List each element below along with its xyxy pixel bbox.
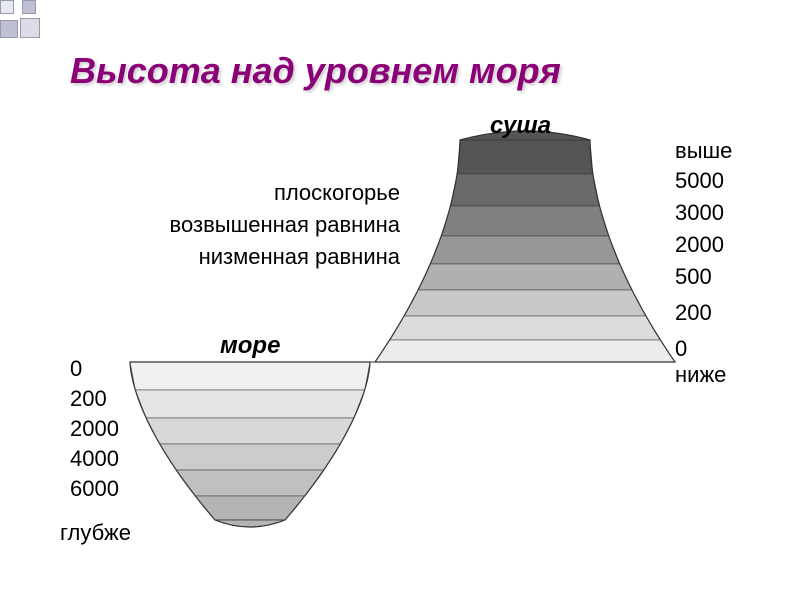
- land-scale-value: 200: [675, 300, 712, 326]
- upland-label: возвышенная равнина: [100, 212, 400, 238]
- sea-label: море: [220, 332, 280, 360]
- elevation-diagram: суша море выше ниже глубже плоскогорье в…: [60, 120, 740, 550]
- land-scale-value: 3000: [675, 200, 724, 226]
- land-scale-value: 0: [675, 336, 687, 362]
- deeper-label: глубже: [60, 520, 131, 546]
- plateau-label: плоскогорье: [100, 180, 400, 206]
- land-scale-value: 5000: [675, 168, 724, 194]
- sea-scale-value: 2000: [70, 416, 119, 442]
- sea-scale-value: 4000: [70, 446, 119, 472]
- sea-scale-value: 0: [70, 356, 82, 382]
- sea-scale-value: 200: [70, 386, 107, 412]
- corner-decoration: [0, 0, 60, 60]
- land-scale-value: 500: [675, 264, 712, 290]
- lowland-label: низменная равнина: [100, 244, 400, 270]
- land-label: суша: [490, 112, 551, 140]
- higher-label: выше: [675, 138, 732, 164]
- land-scale-value: 2000: [675, 232, 724, 258]
- page-title: Высота над уровнем моря: [70, 50, 561, 92]
- sea-scale-value: 6000: [70, 476, 119, 502]
- lower-label: ниже: [675, 362, 726, 388]
